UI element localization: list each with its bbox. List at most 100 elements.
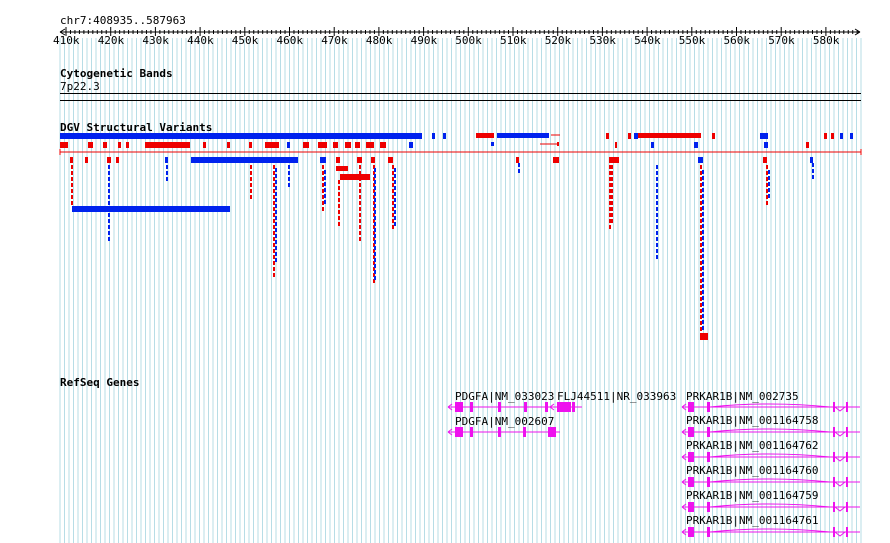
variant-loss xyxy=(656,165,658,169)
variant-loss xyxy=(394,204,396,208)
variant-gain xyxy=(373,261,375,265)
variant-loss xyxy=(374,222,376,226)
variant-gain xyxy=(373,195,375,199)
variant-loss xyxy=(656,189,658,193)
gene-exon xyxy=(688,477,694,487)
variant-loss xyxy=(702,230,704,234)
gene-label-prkar1b-nm-002735[interactable]: PRKAR1B|NM_002735 xyxy=(686,390,799,403)
cytoband-track-title: Cytogenetic Bands xyxy=(60,67,173,80)
variant-loss xyxy=(275,210,277,214)
variant-loss xyxy=(768,188,770,192)
gene-label-prkar1b-nm-001164760[interactable]: PRKAR1B|NM_001164760 xyxy=(686,464,819,477)
variant-loss xyxy=(374,270,376,274)
variant-loss xyxy=(812,175,814,179)
dgv-track-title: DGV Structural Variants xyxy=(60,121,213,134)
gene-flj44511[interactable] xyxy=(549,402,582,412)
gene-exon xyxy=(688,402,694,412)
gene-exon xyxy=(846,477,848,487)
variant-gain xyxy=(609,195,611,199)
variant-gain xyxy=(628,133,631,139)
variant-gain xyxy=(609,201,611,205)
variant-gain xyxy=(359,195,361,199)
variant-gain xyxy=(763,157,767,163)
variant-gain xyxy=(249,142,252,148)
gene-pdgfa-nm-002607[interactable] xyxy=(447,427,560,437)
variant-gain xyxy=(273,219,275,223)
variant-gain xyxy=(359,201,361,205)
variant-gain xyxy=(700,189,702,193)
variant-gain xyxy=(366,142,374,148)
variant-gain xyxy=(345,142,351,148)
gene-label-flj44511[interactable]: FLJ44511|NR_033963 xyxy=(557,390,677,403)
gene-label-pdgfa-nm-002607[interactable]: PDGFA|NM_002607 xyxy=(455,415,555,428)
gene-exon xyxy=(833,452,835,462)
gene-prkar1b-nm-001164759[interactable] xyxy=(681,502,860,512)
gene-label-prkar1b-nm-001164762[interactable]: PRKAR1B|NM_001164762 xyxy=(686,439,819,452)
variant-gain xyxy=(700,333,708,340)
gene-exon xyxy=(846,527,848,537)
variant-loss xyxy=(324,200,326,204)
variant-gain xyxy=(712,133,715,139)
variant-gain xyxy=(700,327,702,331)
variant-gain xyxy=(700,237,702,241)
variant-loss xyxy=(443,133,446,139)
variant-gain xyxy=(338,204,340,208)
variant-gain xyxy=(611,171,613,175)
ruler-tick-label: 530k xyxy=(589,34,616,47)
gene-exon xyxy=(572,402,575,412)
variant-gain xyxy=(806,142,809,148)
gene-label-prkar1b-nm-001164759[interactable]: PRKAR1B|NM_001164759 xyxy=(686,489,819,502)
gene-pdgfa-nm-033023[interactable] xyxy=(447,402,550,412)
gene-prkar1b-nm-001164758[interactable] xyxy=(681,427,860,437)
variant-loss xyxy=(768,176,770,180)
gene-prkar1b-nm-001164761[interactable] xyxy=(681,527,860,537)
variant-gain xyxy=(609,213,611,217)
variant-loss xyxy=(702,314,704,318)
gene-exon xyxy=(523,427,526,437)
gene-prkar1b-nm-002735[interactable] xyxy=(681,402,860,412)
refseq-track-title: RefSeq Genes xyxy=(60,376,140,389)
ruler-axis[interactable] xyxy=(0,22,890,72)
variant-gain xyxy=(116,157,119,163)
variant-loss xyxy=(275,198,277,202)
variant-gain xyxy=(227,142,230,148)
variant-gain xyxy=(380,142,386,148)
arrow-left-icon xyxy=(447,403,453,411)
variant-gain xyxy=(611,219,613,223)
variant-gain xyxy=(766,165,768,169)
variant-gain xyxy=(71,195,73,199)
gene-prkar1b-nm-001164762[interactable] xyxy=(681,452,860,462)
variant-gain xyxy=(373,243,375,247)
variant-loss xyxy=(702,242,704,246)
variant-loss xyxy=(108,171,110,175)
variant-gain xyxy=(359,189,361,193)
variant-gain xyxy=(606,133,609,139)
gene-label-prkar1b-nm-001164758[interactable]: PRKAR1B|NM_001164758 xyxy=(686,414,819,427)
variant-gain xyxy=(611,201,613,205)
gene-label-pdgfa-nm-033023[interactable]: PDGFA|NM_033023 xyxy=(455,390,555,403)
variant-loss xyxy=(108,237,110,241)
variant-loss xyxy=(394,192,396,196)
variant-gain xyxy=(766,171,768,175)
variant-gain xyxy=(392,213,394,217)
ruler-tick-label: 510k xyxy=(500,34,527,47)
variant-loss xyxy=(288,183,290,187)
variant-loss xyxy=(288,171,290,175)
variant-gain xyxy=(203,142,206,148)
ruler-tick-label: 460k xyxy=(276,34,304,47)
ruler-tick-label: 470k xyxy=(321,34,348,47)
variant-loss xyxy=(320,157,326,163)
variant-gain xyxy=(553,157,559,163)
gene-label-prkar1b-nm-001164761[interactable]: PRKAR1B|NM_001164761 xyxy=(686,514,819,527)
variant-loss xyxy=(275,222,277,226)
variant-gain xyxy=(700,273,702,277)
gene-exon xyxy=(846,452,848,462)
variant-loss xyxy=(702,326,704,330)
gene-prkar1b-nm-001164760[interactable] xyxy=(681,477,860,487)
variant-gain xyxy=(766,183,768,187)
variant-loss xyxy=(702,182,704,186)
gene-intron xyxy=(709,428,846,437)
variant-loss xyxy=(275,216,277,220)
